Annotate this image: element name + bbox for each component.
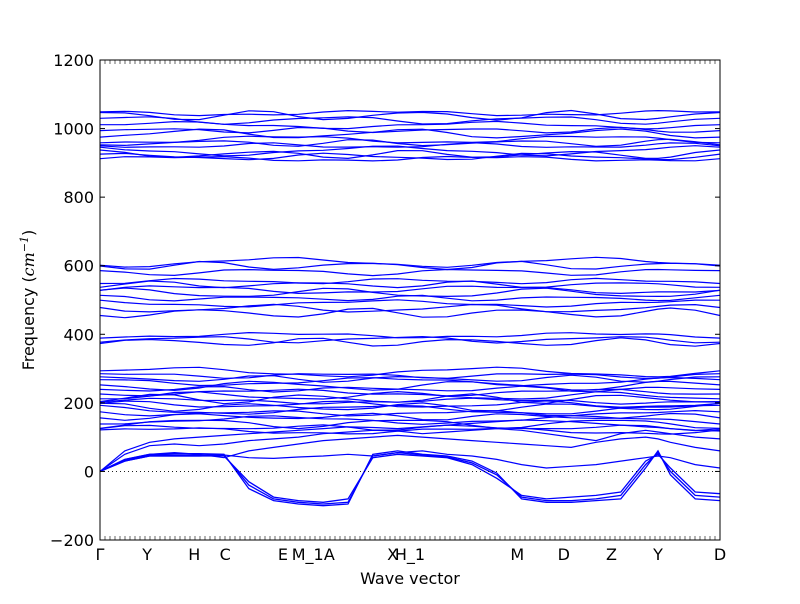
x-tick-labels: Γ Y H C E M_1 A XH_1 M D Z Y D: [96, 545, 727, 565]
phonon-band-line: [99, 299, 721, 308]
y-tick-label: 800: [63, 188, 94, 207]
k-point-label: X: [387, 545, 398, 564]
phonon-band-line: [99, 128, 721, 139]
phonon-band-line: [99, 409, 721, 417]
k-point-label: H_1: [395, 545, 425, 565]
y-tick-label: 0: [84, 462, 94, 481]
phonon-band-line: [99, 390, 721, 400]
phonon-band-line: [99, 152, 721, 161]
phonon-band-line: [99, 374, 721, 383]
y-axis-label-text: Frequency (: [19, 276, 38, 370]
phonon-band-line: [99, 268, 721, 277]
k-point-label: H: [188, 545, 200, 564]
acoustic-branch-line: [99, 427, 721, 472]
phonon-band-line: [99, 331, 721, 339]
phonon-band-line: [99, 109, 721, 117]
y-tick-label: 200: [63, 394, 94, 413]
phonon-band-line: [99, 109, 721, 121]
k-point-label: Z: [606, 545, 617, 564]
soft-mode-line: [99, 453, 721, 503]
phonon-band-line: [99, 397, 721, 405]
soft-mode-line: [99, 451, 721, 505]
k-point-label: M: [510, 545, 524, 564]
y-axis-label-close: ): [19, 230, 38, 236]
phonon-band-line: [99, 427, 721, 435]
phonon-band-line: [99, 135, 721, 144]
phonon-band-line: [99, 116, 721, 125]
phonon-band-line: [99, 145, 721, 157]
phonon-band-line: [99, 294, 721, 302]
phonon-band-line: [99, 285, 721, 295]
phonon-band-line: [99, 335, 721, 344]
y-tick-label: 1200: [53, 51, 94, 70]
k-point-label: E: [278, 545, 288, 564]
phonon-band-line: [99, 366, 721, 378]
phonon-band-line: [99, 149, 721, 160]
y-axis-label: Frequency (cm−1): [18, 230, 38, 371]
y-tick-label: 600: [63, 257, 94, 276]
k-point-label: D: [714, 545, 726, 564]
y-tick-label: 400: [63, 325, 94, 344]
phonon-band-line: [99, 402, 721, 412]
phonon-band-line: [99, 393, 721, 405]
phonon-band-line: [99, 376, 721, 387]
k-point-label: Y: [141, 545, 152, 564]
phonon-band-line: [99, 280, 721, 289]
soft-mode-line: [99, 449, 721, 507]
y-tick-label: 1000: [53, 120, 94, 139]
phonon-band-line: [99, 337, 721, 347]
y-axis-label-exponent: −1: [18, 236, 31, 252]
k-point-label: A: [324, 545, 335, 564]
k-point-label: C: [220, 545, 231, 564]
k-point-label: Γ: [96, 545, 105, 564]
plot-frame: [99, 59, 721, 541]
phonon-band-line: [99, 256, 721, 268]
phonon-band-line: [99, 138, 721, 147]
y-axis-label-unit: cm: [19, 252, 38, 276]
axis-ticks: [99, 59, 721, 541]
band-lines: [99, 109, 721, 507]
k-point-label: M_1: [292, 545, 324, 565]
phonon-band-line: [99, 277, 721, 285]
phonon-band-line: [99, 412, 721, 421]
phonon-band-line: [99, 307, 721, 319]
acoustic-branch-line: [99, 419, 721, 472]
phonon-band-line: [99, 141, 721, 148]
phonon-band-line: [99, 419, 721, 430]
y-tick-label: −200: [50, 531, 94, 550]
y-tick-labels: −200 0 200 400 600 800 1000 1200: [50, 51, 94, 550]
k-point-label: Y: [652, 545, 663, 564]
phonon-band-line: [99, 385, 721, 393]
phonon-band-line: [99, 388, 721, 397]
phonon-band-line: [99, 303, 721, 313]
k-point-label: D: [558, 545, 570, 564]
x-axis-label: Wave vector: [360, 569, 460, 588]
phonon-band-line: [99, 400, 721, 408]
